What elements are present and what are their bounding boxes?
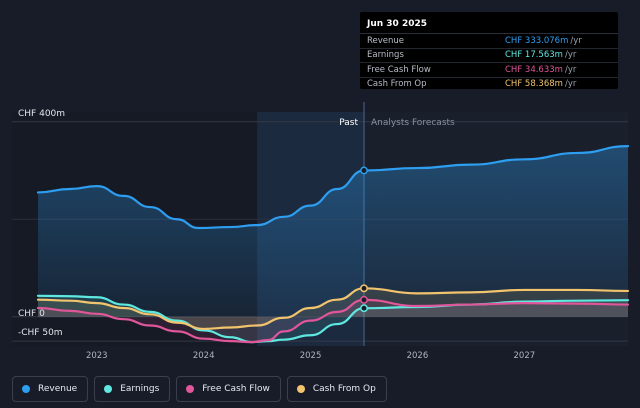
legend-dot-icon	[104, 385, 113, 393]
series-line-revenue	[36, 145, 630, 230]
legend-dot-icon	[186, 385, 195, 393]
series-line-cash-from-op	[36, 287, 630, 331]
tooltip-value: CHF 333.076m	[505, 35, 569, 46]
y-axis-label: CHF 0	[18, 309, 45, 319]
legend-dot-icon	[296, 385, 305, 393]
legend-label: Cash From Op	[312, 384, 376, 394]
forecast-label: Analysts Forecasts	[371, 118, 455, 128]
tooltip-date: Jun 30 2025	[360, 12, 618, 34]
tooltip-panel: Jun 30 2025 Revenue CHF 333.076m /yr Ear…	[360, 12, 618, 89]
series-area-cash-from-op	[38, 288, 628, 329]
tooltip-row-free-cash-flow: Free Cash Flow CHF 34.633m /yr	[360, 63, 618, 78]
past-label: Past	[339, 118, 358, 128]
tooltip-row-earnings: Earnings CHF 17.563m /yr	[360, 49, 618, 63]
tooltip-label: Revenue	[367, 35, 405, 46]
tooltip-value: CHF 58.368m	[505, 79, 563, 90]
tooltip-unit: /yr	[570, 35, 582, 46]
x-tick-label: 2025	[300, 351, 322, 361]
data-point-marker	[360, 166, 368, 175]
tooltip-label: Free Cash Flow	[367, 64, 431, 75]
tooltip-label: Earnings	[367, 50, 404, 61]
y-axis-label: -CHF 50m	[18, 328, 63, 338]
series-area-revenue	[38, 146, 628, 317]
tooltip-unit: /yr	[564, 64, 577, 75]
data-point-marker	[360, 295, 368, 304]
legend-item-earnings[interactable]: Earnings	[94, 376, 171, 402]
series-line-free-cash-flow	[36, 298, 630, 344]
legend-item-cash-from-op[interactable]: Cash From Op	[286, 376, 387, 402]
tooltip-row-revenue: Revenue CHF 333.076m /yr	[360, 34, 618, 49]
series-area-earnings	[38, 295, 628, 343]
x-tick-label: 2024	[193, 351, 215, 361]
x-tick-label: 2027	[514, 351, 536, 361]
tooltip-row-cash-from-op: Cash From Op CHF 58.368m /yr	[360, 78, 618, 92]
legend-item-revenue[interactable]: Revenue	[12, 376, 89, 402]
tooltip-unit: /yr	[564, 79, 577, 90]
tooltip-value: CHF 34.633m	[505, 64, 563, 75]
legend-label: Revenue	[38, 384, 78, 394]
legend-label: Earnings	[120, 384, 160, 394]
x-tick-label: 2023	[86, 351, 108, 361]
legend-dot-icon	[22, 385, 30, 393]
tooltip-unit: /yr	[564, 50, 577, 61]
data-point-marker	[360, 304, 368, 313]
tooltip-value: CHF 17.563m	[505, 50, 563, 61]
x-tick-label: 2026	[407, 351, 429, 361]
legend: Revenue Earnings Free Cash Flow Cash Fro…	[12, 376, 387, 402]
y-axis-label: CHF 400m	[18, 109, 65, 119]
legend-item-free-cash-flow[interactable]: Free Cash Flow	[176, 376, 281, 402]
data-point-marker	[360, 284, 368, 293]
legend-label: Free Cash Flow	[202, 384, 270, 394]
series-area-free-cash-flow	[38, 299, 628, 343]
tooltip-label: Cash From Op	[367, 79, 427, 90]
